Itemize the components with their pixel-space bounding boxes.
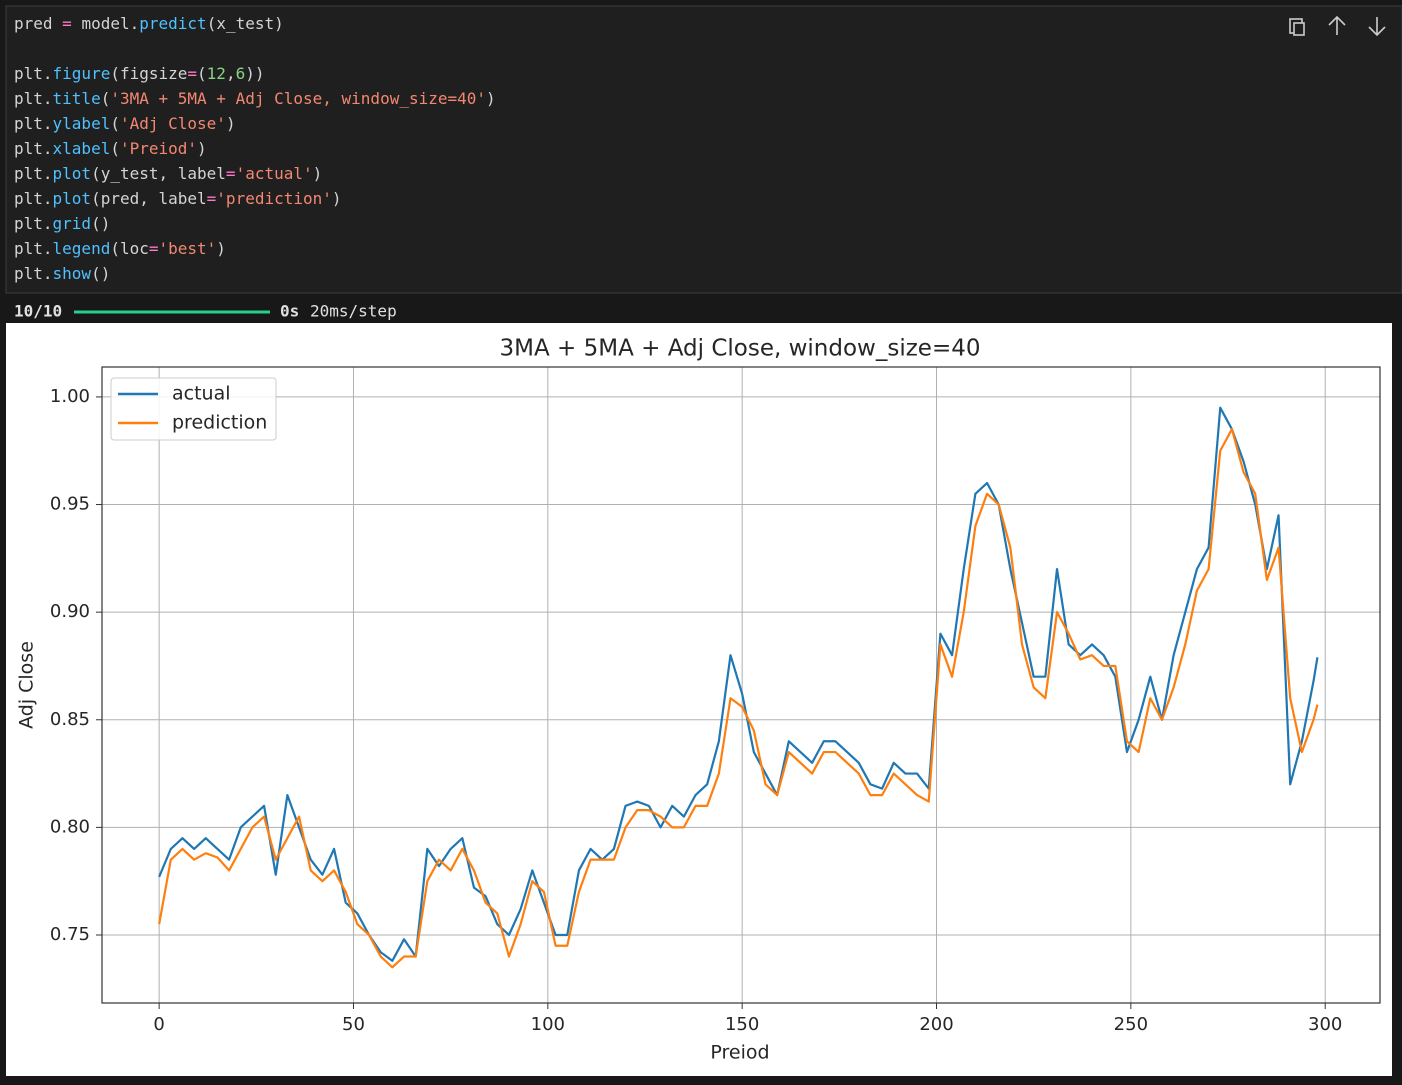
legend-label: prediction [172, 412, 267, 434]
y-tick-label: 0.95 [50, 494, 90, 515]
code-token: title [53, 89, 101, 108]
series-line [158, 406, 1319, 962]
code-token: ) [313, 164, 323, 183]
code-token: , [226, 64, 236, 83]
code-token: ) [216, 239, 226, 258]
step-rate: 20ms/step [310, 302, 397, 321]
code-token: 12 [207, 64, 226, 83]
code-token: ) [332, 189, 342, 208]
code-token: model. [72, 14, 139, 33]
code-token: = [207, 189, 217, 208]
code-token: plot [53, 189, 92, 208]
progress-count: 10/10 [14, 302, 62, 321]
code-token: ( [101, 89, 111, 108]
code-text: pred = model.predict(x_test)plt.figure(f… [14, 14, 496, 283]
x-tick-label: 200 [919, 1014, 953, 1035]
code-token: 'Preiod' [120, 139, 197, 158]
code-token: (figsize [110, 64, 187, 83]
y-tick-label: 0.90 [50, 601, 90, 622]
x-tick-label: 250 [1114, 1014, 1148, 1035]
elapsed-time: 0s [280, 302, 299, 321]
x-tick-label: 50 [342, 1014, 365, 1035]
code-token: legend [53, 239, 111, 258]
code-token: grid [53, 214, 92, 233]
y-tick-label: 1.00 [50, 386, 90, 407]
code-token: figure [53, 64, 111, 83]
code-token: ( [110, 139, 120, 158]
code-token: ( [110, 114, 120, 133]
code-token: (y_test, label [91, 164, 226, 183]
code-token: ( [197, 64, 207, 83]
code-line: plt.show() [14, 264, 110, 283]
code-token: 'actual' [236, 164, 313, 183]
code-token: pred [14, 14, 62, 33]
legend-label: actual [172, 383, 231, 405]
axes-frame [101, 366, 1381, 1004]
move-down-icon[interactable] [1368, 17, 1386, 37]
code-token: ) [197, 139, 207, 158]
code-token: plt. [14, 139, 53, 158]
code-token: '3MA + 5MA + Adj Close, window_size=40' [110, 89, 486, 108]
code-token: = [226, 164, 236, 183]
code-token: ) [226, 114, 236, 133]
code-token: plt. [14, 189, 53, 208]
code-token: )) [245, 64, 264, 83]
code-token: 6 [236, 64, 246, 83]
code-token: () [91, 264, 110, 283]
code-token: () [91, 214, 110, 233]
code-token: plt. [14, 164, 53, 183]
copy-icon[interactable] [1289, 18, 1305, 36]
code-line: plt.xlabel('Preiod') [14, 139, 207, 158]
code-line: plt.plot(y_test, label='actual') [14, 164, 322, 183]
cell-toolbar [1289, 15, 1386, 37]
code-token: plt. [14, 214, 53, 233]
code-token: plt. [14, 239, 53, 258]
code-token: xlabel [53, 139, 111, 158]
code-token: predict [139, 14, 206, 33]
y-tick-label: 0.85 [50, 709, 90, 730]
code-token: (pred, label [91, 189, 207, 208]
chart-title: 3MA + 5MA + Adj Close, window_size=40 [499, 336, 980, 362]
code-line: plt.title('3MA + 5MA + Adj Close, window… [14, 89, 496, 108]
code-token: ylabel [53, 114, 111, 133]
code-token: (x_test) [207, 14, 284, 33]
code-line: plt.plot(pred, label='prediction') [14, 189, 342, 208]
code-token: 'best' [159, 239, 217, 258]
code-line: plt.grid() [14, 214, 110, 233]
code-token: plt. [14, 89, 53, 108]
chart-output [6, 323, 1392, 1076]
code-token: plt. [14, 264, 53, 283]
code-token: = [62, 14, 72, 33]
code-token: plot [53, 164, 92, 183]
x-axis-label: Preiod [710, 1042, 769, 1064]
code-line: pred = model.predict(x_test) [14, 14, 284, 33]
x-tick-label: 0 [153, 1014, 164, 1035]
code-token: plt. [14, 114, 53, 133]
code-token: (loc [110, 239, 149, 258]
code-token: ) [486, 89, 496, 108]
code-line: plt.legend(loc='best') [14, 239, 226, 258]
code-token: show [53, 264, 92, 283]
code-token: = [149, 239, 159, 258]
y-tick-label: 0.75 [50, 924, 90, 945]
code-token: 'Adj Close' [120, 114, 226, 133]
x-tick-label: 150 [725, 1014, 759, 1035]
series-line [158, 428, 1319, 969]
code-line: plt.ylabel('Adj Close') [14, 114, 236, 133]
x-tick-label: 100 [531, 1014, 565, 1035]
code-token: = [187, 64, 197, 83]
code-cell[interactable] [5, 5, 1402, 294]
move-up-icon[interactable] [1328, 15, 1346, 35]
code-line: plt.figure(figsize=(12,6)) [14, 64, 264, 83]
y-tick-label: 0.80 [50, 816, 90, 837]
x-tick-label: 300 [1308, 1014, 1342, 1035]
code-token: 'prediction' [216, 189, 332, 208]
y-axis-label: Adj Close [16, 641, 38, 729]
code-token: plt. [14, 64, 53, 83]
chart: 3MA + 5MA + Adj Close, window_size=40 Pr… [16, 336, 1381, 1064]
